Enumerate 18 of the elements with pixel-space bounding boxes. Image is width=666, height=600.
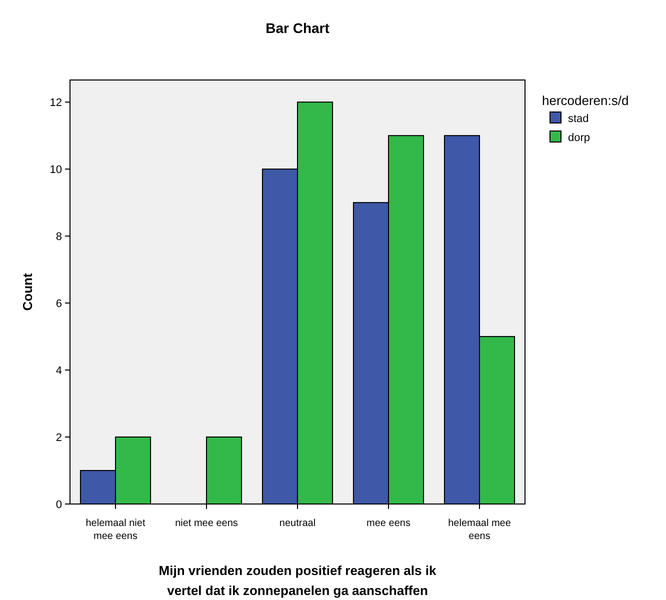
x-tick-label: neutraal xyxy=(279,518,316,529)
x-axis-title: Mijn vrienden zouden positief reageren als ik vertel dat ik zonnepanelen ga aanschaffen xyxy=(158,563,437,598)
x-tick-label: helemaal mee eens xyxy=(448,518,512,542)
y-axis-title: Count xyxy=(20,272,35,311)
y-tick-label: 2 xyxy=(56,432,62,444)
chart-title: Bar Chart xyxy=(266,20,330,36)
x-tick-label: helemaal niet mee eens xyxy=(86,518,146,542)
y-tick-label: 4 xyxy=(56,364,62,377)
legend-label: stad xyxy=(568,113,589,125)
y-tick-label: 10 xyxy=(50,164,62,176)
y-tick-label: 6 xyxy=(56,298,62,310)
x-tick-label: niet mee eens xyxy=(175,518,238,529)
y-tick-label: 8 xyxy=(56,230,62,243)
y-tick-label: 12 xyxy=(50,96,62,109)
y-tick-label: 0 xyxy=(56,498,62,511)
legend-title: hercoderen:s/d xyxy=(542,93,629,108)
legend-label: dorp xyxy=(568,132,590,144)
x-tick-label: mee eens xyxy=(366,518,410,529)
